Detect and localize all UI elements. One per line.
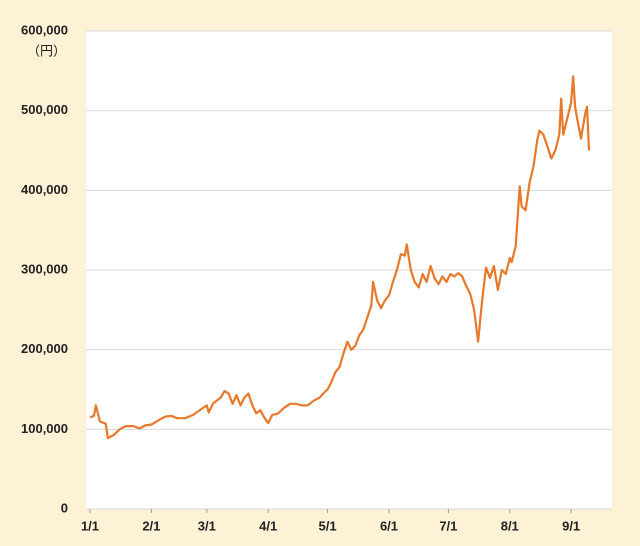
data-line xyxy=(89,75,591,440)
x-tick-label: 6/1 xyxy=(380,518,398,533)
x-tick-label: 5/1 xyxy=(319,518,337,533)
x-tick-label: 1/1 xyxy=(81,518,99,533)
x-tick-label: 2/1 xyxy=(142,518,160,533)
x-tick-label: 3/1 xyxy=(198,518,216,533)
y-tick-label: 100,000 xyxy=(21,421,68,436)
y-tick-label: 200,000 xyxy=(21,341,68,356)
y-tick-label: 300,000 xyxy=(21,261,68,276)
unit-label: （円） xyxy=(27,43,66,58)
y-tick-label: 400,000 xyxy=(21,182,68,197)
x-tick-label: 9/1 xyxy=(562,518,580,533)
x-tick-label: 4/1 xyxy=(259,518,277,533)
x-tick-label: 7/1 xyxy=(439,518,457,533)
x-tick-label: 8/1 xyxy=(501,518,519,533)
y-tick-label: 500,000 xyxy=(21,102,68,117)
y-tick-label: 0 xyxy=(61,500,68,515)
y-tick-label: 600,000 xyxy=(21,22,68,37)
